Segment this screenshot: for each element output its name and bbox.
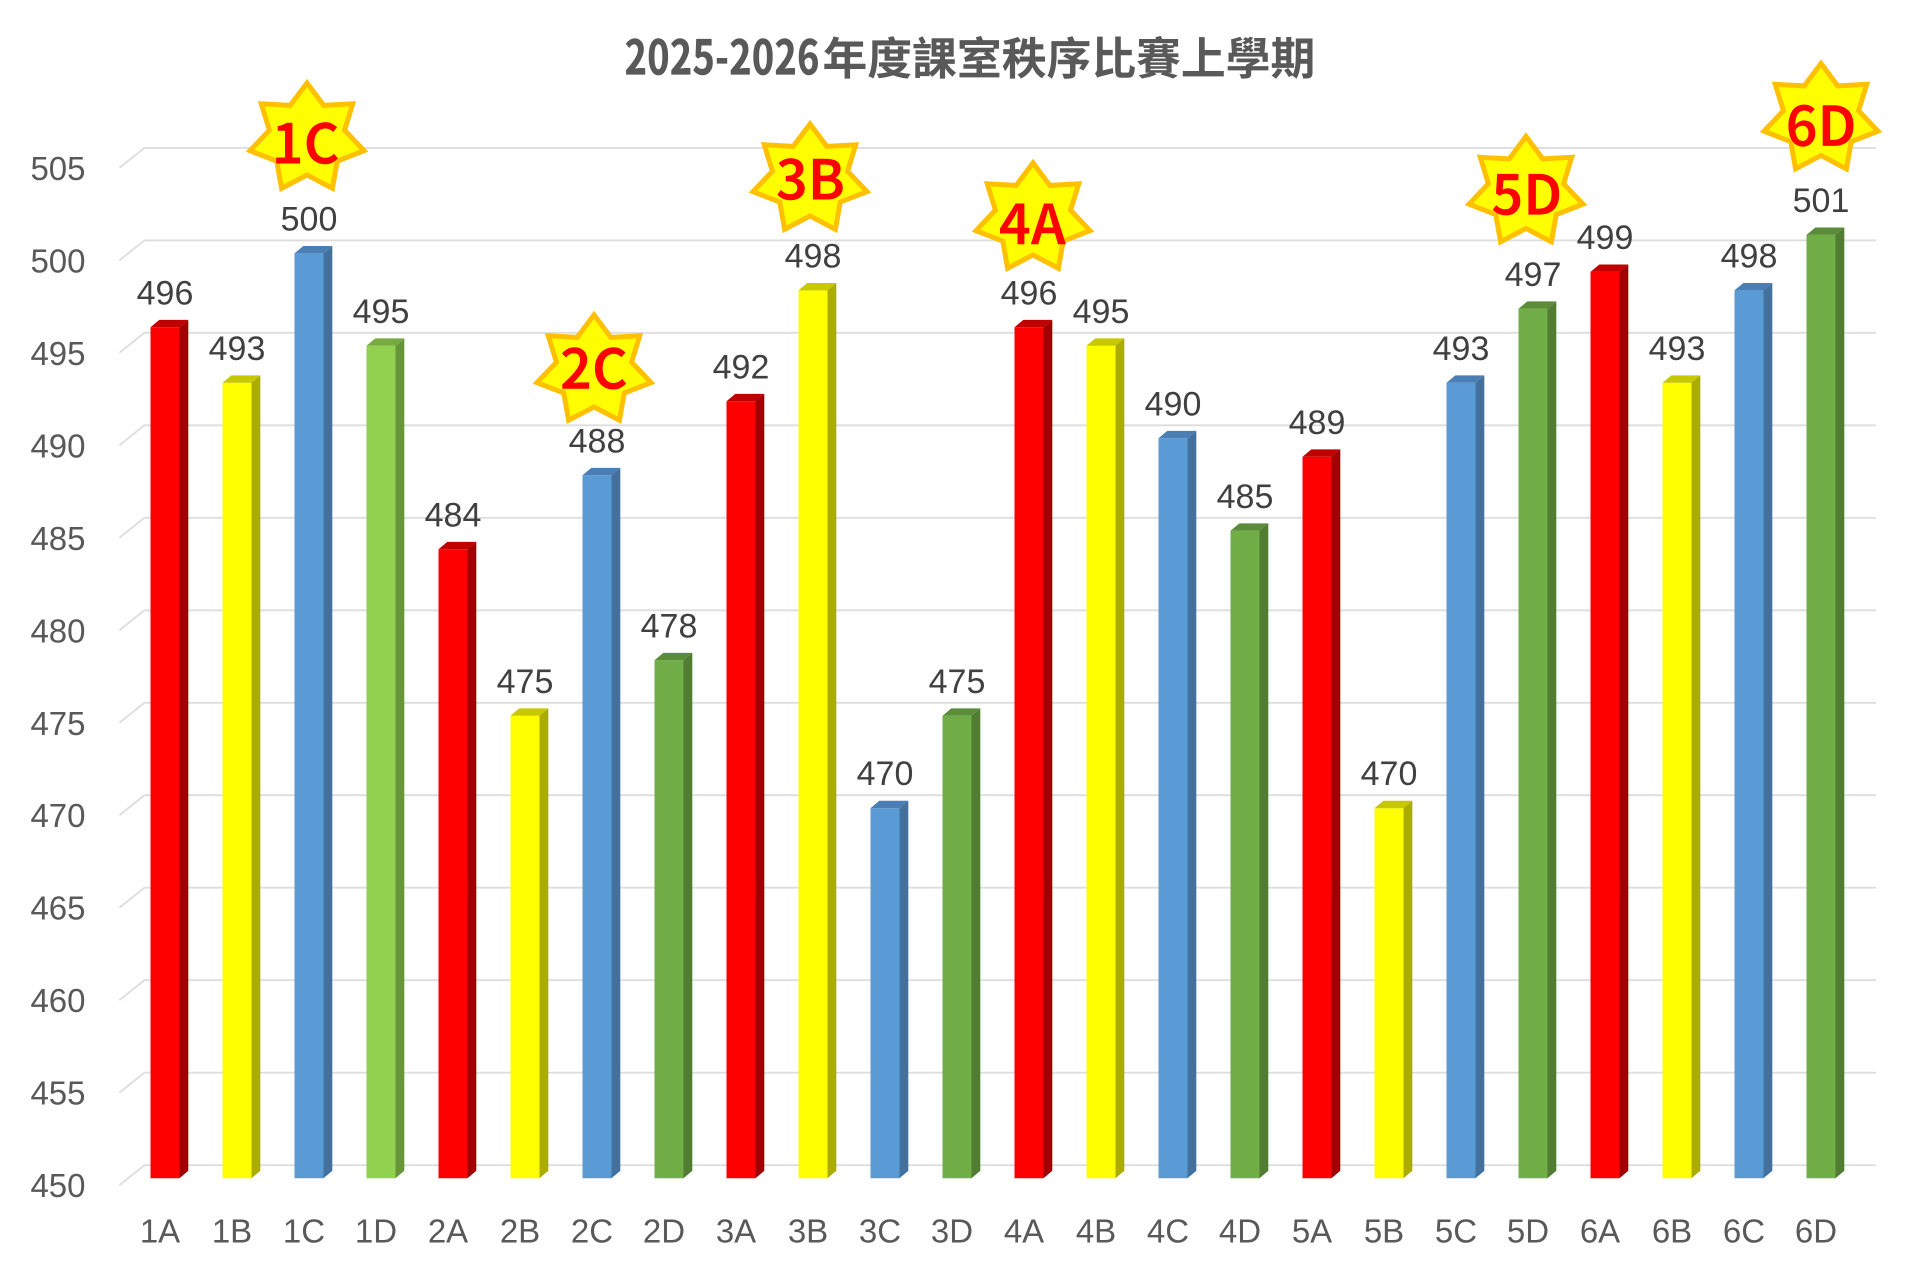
- svg-text:465: 465: [30, 890, 85, 927]
- svg-text:1D: 1D: [355, 1213, 397, 1250]
- svg-text:497: 497: [1505, 256, 1562, 294]
- svg-text:495: 495: [30, 335, 85, 372]
- svg-text:485: 485: [1217, 478, 1274, 516]
- svg-text:470: 470: [30, 797, 85, 834]
- svg-text:488: 488: [569, 422, 626, 460]
- svg-text:1C: 1C: [283, 1213, 325, 1250]
- svg-text:505: 505: [30, 150, 85, 187]
- svg-text:455: 455: [30, 1075, 85, 1112]
- svg-text:5D: 5D: [1507, 1213, 1549, 1250]
- svg-text:4C: 4C: [1147, 1213, 1189, 1250]
- svg-text:6D: 6D: [1795, 1213, 1837, 1250]
- svg-text:1B: 1B: [212, 1213, 252, 1250]
- svg-text:3C: 3C: [859, 1213, 901, 1250]
- svg-text:496: 496: [1001, 274, 1058, 312]
- svg-text:1A: 1A: [140, 1213, 180, 1250]
- svg-text:6C: 6C: [1723, 1213, 1765, 1250]
- svg-text:498: 498: [1721, 237, 1778, 275]
- svg-text:489: 489: [1289, 404, 1346, 442]
- svg-text:2A: 2A: [428, 1213, 468, 1250]
- svg-text:470: 470: [857, 755, 914, 793]
- svg-text:2C: 2C: [571, 1213, 613, 1250]
- svg-text:5A: 5A: [1292, 1213, 1332, 1250]
- svg-text:4D: 4D: [1219, 1213, 1261, 1250]
- svg-text:498: 498: [785, 237, 842, 275]
- svg-text:495: 495: [1073, 293, 1130, 331]
- svg-text:5B: 5B: [1364, 1213, 1404, 1250]
- svg-text:478: 478: [641, 607, 698, 645]
- svg-text:2B: 2B: [500, 1213, 540, 1250]
- svg-text:490: 490: [30, 427, 85, 464]
- svg-text:5C: 5C: [1435, 1213, 1477, 1250]
- svg-text:475: 475: [929, 663, 986, 701]
- svg-text:460: 460: [30, 982, 85, 1019]
- svg-text:495: 495: [353, 293, 410, 331]
- svg-text:4A: 4A: [1004, 1213, 1044, 1250]
- svg-text:490: 490: [1145, 385, 1202, 423]
- svg-text:493: 493: [1433, 330, 1490, 368]
- svg-text:500: 500: [30, 242, 85, 279]
- svg-text:493: 493: [1649, 330, 1706, 368]
- svg-text:475: 475: [30, 705, 85, 742]
- svg-text:6B: 6B: [1652, 1213, 1692, 1250]
- svg-text:6A: 6A: [1580, 1213, 1620, 1250]
- svg-text:484: 484: [425, 496, 482, 534]
- svg-text:496: 496: [137, 274, 194, 312]
- svg-text:492: 492: [713, 348, 770, 386]
- svg-text:485: 485: [30, 520, 85, 557]
- svg-text:4B: 4B: [1076, 1213, 1116, 1250]
- svg-text:450: 450: [30, 1167, 85, 1204]
- svg-text:480: 480: [30, 612, 85, 649]
- svg-text:470: 470: [1361, 755, 1418, 793]
- svg-text:3A: 3A: [716, 1213, 756, 1250]
- svg-text:499: 499: [1577, 219, 1634, 257]
- svg-text:3D: 3D: [931, 1213, 973, 1250]
- svg-text:3B: 3B: [788, 1213, 828, 1250]
- svg-text:475: 475: [497, 663, 554, 701]
- svg-text:500: 500: [281, 200, 338, 238]
- svg-text:493: 493: [209, 330, 266, 368]
- svg-text:501: 501: [1793, 182, 1850, 220]
- svg-text:2D: 2D: [643, 1213, 685, 1250]
